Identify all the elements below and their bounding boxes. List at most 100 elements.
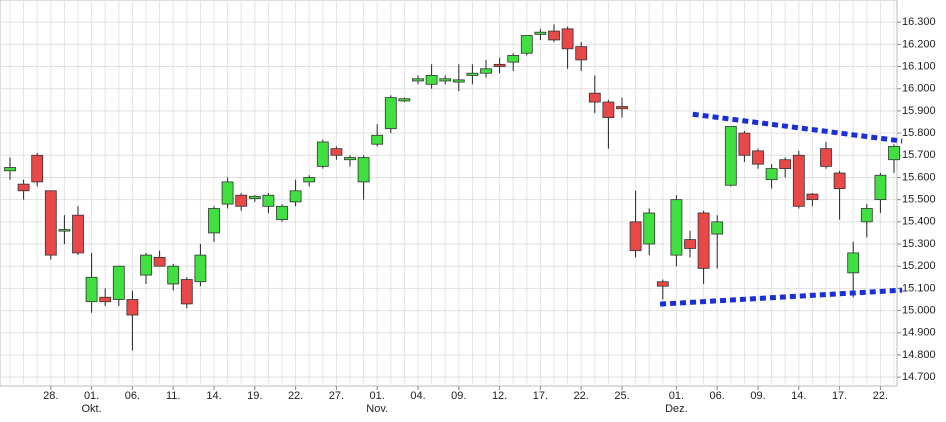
candle-body <box>588 92 601 103</box>
candle-body <box>520 35 533 54</box>
y-tick-label: 14.700 <box>902 371 936 383</box>
candle-body <box>262 194 275 207</box>
candle-body <box>684 239 696 249</box>
candle-body <box>17 183 30 192</box>
candle-body <box>221 181 234 205</box>
x-tick-label: 14. <box>791 390 806 402</box>
x-tick-label: 06. <box>710 390 725 402</box>
x-tick-label: 19. <box>247 390 262 402</box>
candle-body <box>167 265 180 285</box>
candle-body <box>874 174 887 201</box>
x-tick-label: 01. <box>669 390 684 402</box>
x-tick-label: 09. <box>451 390 466 402</box>
x-tick-label: 17. <box>832 390 847 402</box>
x-tick-label: 22. <box>288 390 303 402</box>
candle-body <box>330 148 343 156</box>
y-tick-label: 15.600 <box>902 171 936 183</box>
candle-body <box>670 199 683 256</box>
candle-body <box>738 132 751 156</box>
candle-body <box>4 167 16 172</box>
candle-body <box>656 281 669 287</box>
candle-body <box>643 212 656 245</box>
x-tick-label: 17. <box>533 390 548 402</box>
candle-body <box>534 31 547 35</box>
candle-body <box>548 30 560 41</box>
y-tick-label: 15.400 <box>902 216 936 228</box>
y-tick-label: 15.700 <box>902 149 936 161</box>
candle-body <box>276 205 288 221</box>
x-tick-label: 01. <box>370 390 385 402</box>
candle-body <box>208 208 220 234</box>
candle-body <box>765 168 778 181</box>
y-tick-label: 15.100 <box>902 282 936 294</box>
candle-body <box>616 106 628 110</box>
candle-body <box>507 55 520 63</box>
y-tick-label: 16.300 <box>902 16 936 28</box>
candle-body <box>752 150 764 165</box>
candle-body <box>31 154 44 183</box>
candle-body <box>412 78 424 82</box>
candle-body <box>99 296 112 303</box>
x-month-label: Nov. <box>366 403 388 415</box>
candle-body <box>806 193 819 201</box>
candle-body <box>303 177 316 183</box>
candle-body <box>439 78 452 82</box>
plot-area <box>0 0 898 387</box>
candle-body <box>153 256 166 267</box>
candle-body <box>112 265 125 300</box>
x-tick-label: 14. <box>206 390 221 402</box>
candle-body <box>140 254 152 276</box>
candle-body <box>847 252 860 274</box>
x-month-label: Dez. <box>665 403 688 415</box>
candle-body <box>724 126 737 186</box>
candle-body <box>452 79 465 83</box>
y-tick-label: 16.100 <box>902 60 936 72</box>
x-tick-label: 27. <box>329 390 344 402</box>
y-tick-label: 15.900 <box>902 105 936 117</box>
candle-body <box>180 279 193 305</box>
candle-body <box>493 63 506 67</box>
candle-body <box>629 221 642 252</box>
x-month-label: Okt. <box>82 403 102 415</box>
y-tick-label: 14.900 <box>902 327 936 339</box>
candle-body <box>398 98 411 102</box>
y-tick-label: 15.500 <box>902 194 936 206</box>
x-tick-label: 01. <box>84 390 99 402</box>
candle-body <box>575 46 588 61</box>
candle-body <box>888 146 900 161</box>
candle-body <box>792 154 805 207</box>
x-tick-label: 25. <box>614 390 629 402</box>
candle-body <box>235 194 248 207</box>
candle-body <box>602 101 615 118</box>
y-tick-label: 16.200 <box>902 38 936 50</box>
candle-body <box>480 68 492 74</box>
trendline <box>659 287 903 307</box>
candle-body <box>425 75 438 85</box>
y-tick-label: 15.800 <box>902 127 936 139</box>
candle-body <box>779 159 792 169</box>
candle-body <box>85 276 98 303</box>
candle-body <box>860 208 873 223</box>
candle-body <box>316 141 329 167</box>
x-tick-label: 11. <box>166 390 180 402</box>
x-tick-label: 22. <box>574 390 589 402</box>
candle-body <box>58 229 71 232</box>
candle-body <box>820 148 832 167</box>
y-tick-label: 15.200 <box>902 260 936 272</box>
candle-body <box>384 97 397 130</box>
candle-body <box>289 190 302 203</box>
x-tick-label: 04. <box>410 390 425 402</box>
x-tick-label: 12. <box>492 390 507 402</box>
y-tick-label: 15.300 <box>902 238 936 250</box>
x-tick-label: 09. <box>750 390 765 402</box>
candle-body <box>194 254 207 283</box>
candle-body <box>711 221 724 235</box>
x-tick-label: 06. <box>125 390 140 402</box>
candle-body <box>833 172 846 189</box>
x-tick-label: 22. <box>873 390 888 402</box>
x-tick-label: 28. <box>43 390 58 402</box>
y-tick-label: 16.000 <box>902 83 936 95</box>
candle-body <box>357 157 370 183</box>
candle-body <box>248 195 261 199</box>
